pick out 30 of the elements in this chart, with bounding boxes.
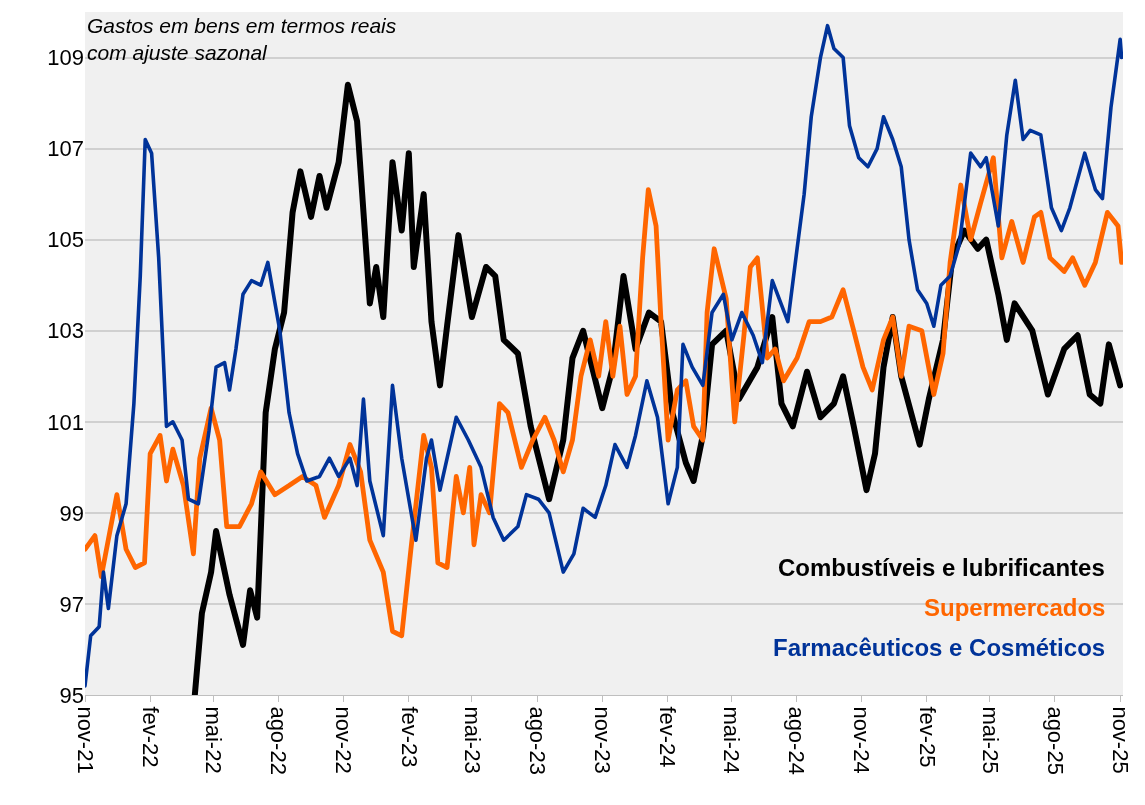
x-tick-label: nov-22 bbox=[331, 706, 357, 774]
x-tick-label: fev-24 bbox=[655, 706, 681, 768]
x-tick-label: ago-24 bbox=[784, 706, 810, 775]
y-tick-label: 105 bbox=[47, 227, 84, 253]
x-tick-label: ago-23 bbox=[524, 706, 550, 775]
y-tick-label: 95 bbox=[59, 682, 84, 708]
y-tick-label: 103 bbox=[47, 318, 84, 344]
line-series bbox=[85, 155, 1123, 639]
x-tick-label: nov-23 bbox=[590, 706, 616, 774]
text: Supermercados bbox=[924, 594, 1106, 621]
x-tick-label: nov-21 bbox=[72, 706, 98, 774]
y-tick-label: 99 bbox=[59, 500, 84, 526]
y-tick-label: 97 bbox=[59, 591, 84, 617]
x-tick-label: fev-25 bbox=[914, 706, 940, 768]
text: Farmacêuticos e Cosméticos bbox=[773, 634, 1106, 661]
x-tick-label: fev-22 bbox=[138, 706, 164, 768]
x-tick-label: nov-25 bbox=[1108, 706, 1134, 774]
x-tick-label: nov-24 bbox=[849, 706, 875, 774]
x-tick-label: mai-23 bbox=[459, 706, 485, 774]
y-tick-label: 101 bbox=[47, 409, 84, 435]
y-tick-label: 107 bbox=[47, 136, 84, 162]
x-tick-label: mai-25 bbox=[977, 706, 1003, 774]
text: Gastos em bens em termos reais com ajuste sazonal bbox=[87, 14, 397, 65]
y-tick-label: 109 bbox=[47, 45, 84, 71]
x-tick-label: fev-23 bbox=[396, 706, 422, 768]
text: Combustíveis e lubrificantes bbox=[778, 554, 1105, 581]
x-tick-label: ago-25 bbox=[1042, 706, 1068, 775]
x-tick-label: mai-22 bbox=[201, 706, 227, 774]
x-tick-label: ago-22 bbox=[266, 706, 292, 775]
x-tick-label: mai-24 bbox=[719, 706, 745, 774]
